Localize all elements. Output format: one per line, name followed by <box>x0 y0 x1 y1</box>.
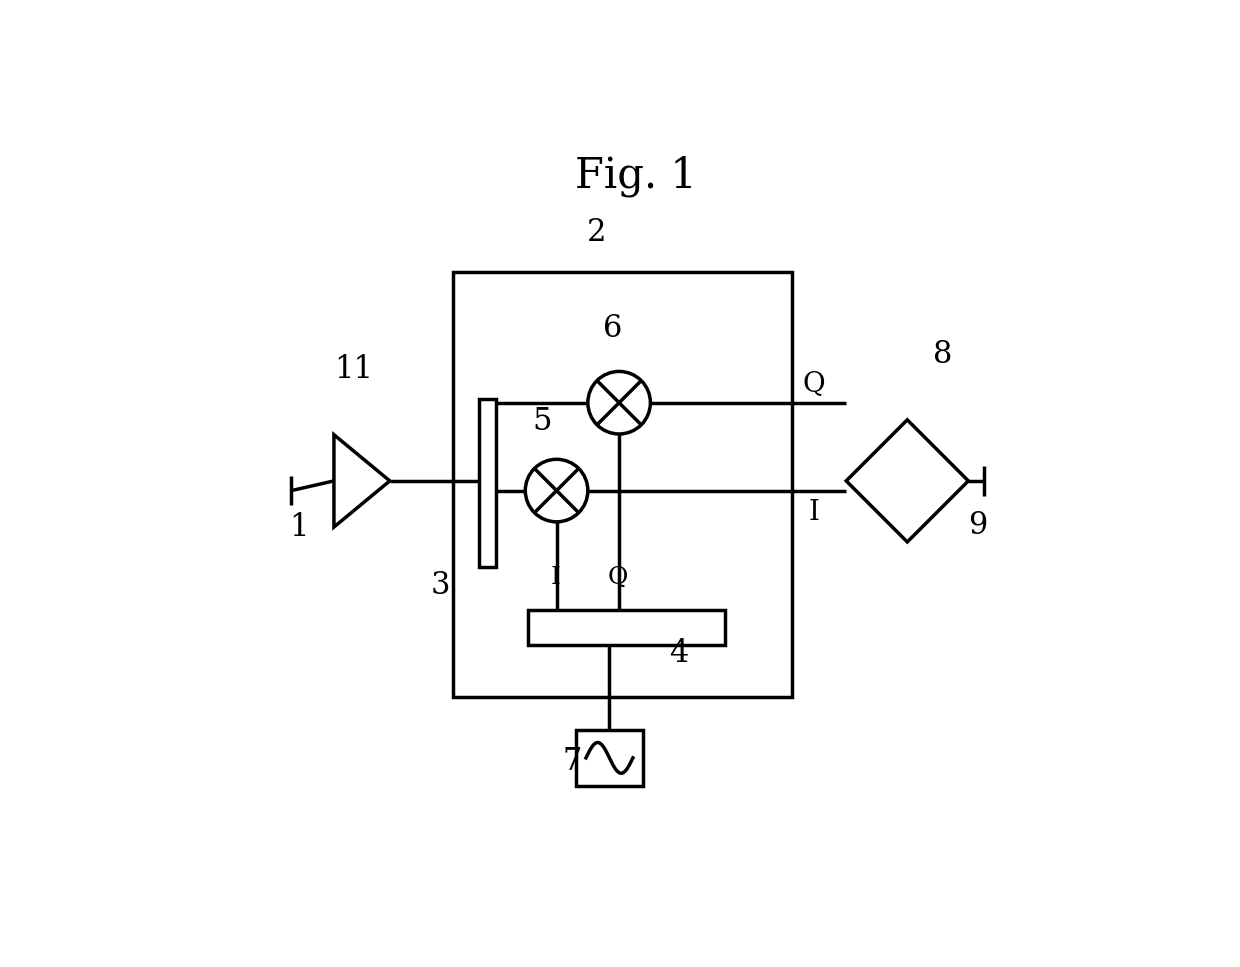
Text: 6: 6 <box>604 312 622 343</box>
Text: Fig. 1: Fig. 1 <box>574 155 697 196</box>
Text: 3: 3 <box>430 570 450 601</box>
Text: 8: 8 <box>932 338 952 369</box>
Text: 11: 11 <box>335 354 373 385</box>
Text: Q: Q <box>802 370 826 397</box>
Text: 7: 7 <box>563 747 582 777</box>
Text: 5: 5 <box>532 406 552 437</box>
Text: I: I <box>808 499 820 526</box>
Text: 2: 2 <box>587 218 606 249</box>
Text: Q: Q <box>608 567 627 589</box>
Text: I: I <box>551 567 560 589</box>
Text: 4: 4 <box>670 638 688 669</box>
Text: 1: 1 <box>289 513 309 543</box>
Text: 9: 9 <box>968 510 987 542</box>
